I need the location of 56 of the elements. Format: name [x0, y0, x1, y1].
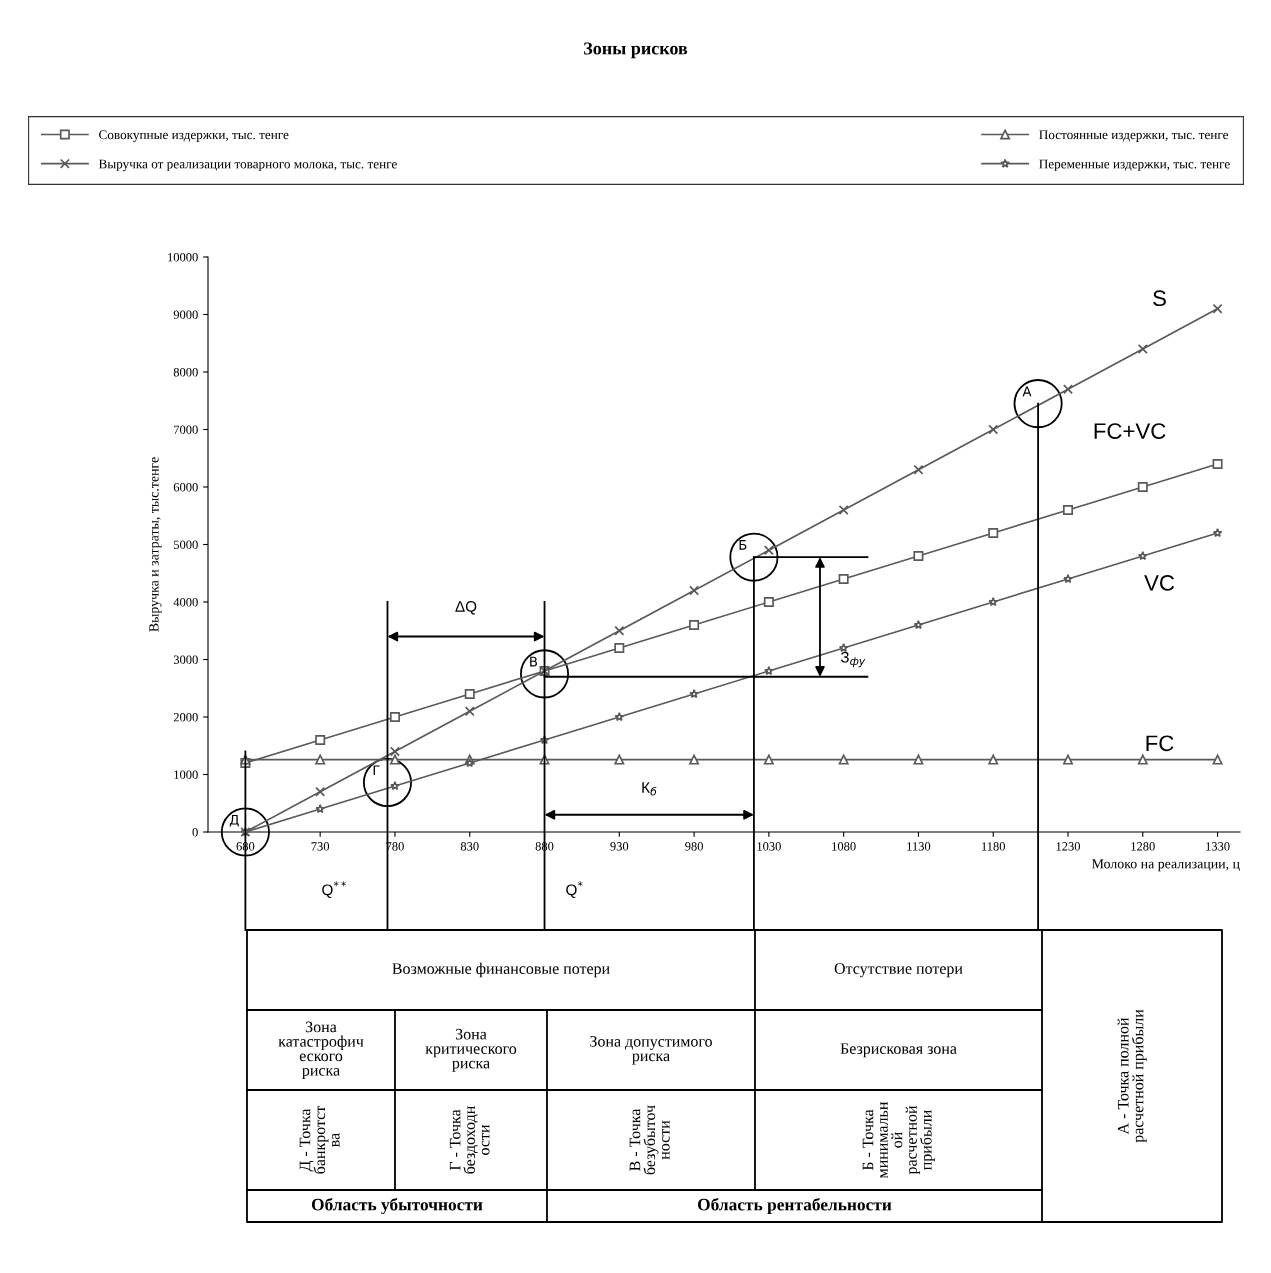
text: Зона критического риска — [425, 1028, 517, 1072]
legend-label: Выручка от реализации товарного молока, тыс. тенге — [98, 159, 397, 172]
y-tick-label: 1000 — [174, 770, 198, 779]
annotation: Г — [373, 765, 380, 776]
annotation: К$_{б}$ — [642, 782, 657, 796]
text: Б - Точка минимальной расчетной прибыли — [862, 1101, 935, 1179]
text: А - Точка полной расчетной прибыли — [1117, 1009, 1147, 1143]
y-tick-label: 7000 — [174, 425, 198, 434]
text: Безрисковая зона — [840, 1043, 957, 1058]
y-tick-label: 5000 — [174, 540, 198, 549]
y-axis-title: Выручка и затраты, тыс.тенге — [149, 457, 162, 632]
y-tick-label: 8000 — [173, 368, 198, 377]
chart-title: Зоны рисков — [584, 42, 688, 59]
x-tick-label: 1180 — [982, 842, 1006, 851]
x-tick-label: 1080 — [832, 842, 856, 851]
annotation: В — [530, 656, 537, 667]
annotation: S — [1153, 290, 1166, 307]
text: Область рентабельности — [697, 1197, 892, 1215]
x-tick-label: 1330 — [1206, 842, 1230, 851]
y-tick-label: 9000 — [173, 310, 198, 319]
annotation: З$_{фу}$ — [840, 651, 866, 668]
x-tick-label: 830 — [460, 842, 479, 851]
x-axis-title: Молоко на реализации, ц — [1091, 859, 1240, 872]
x-tick-label: 1130 — [907, 842, 931, 851]
y-tick-label: 0 — [192, 828, 198, 837]
x-tick-label: 930 — [610, 842, 629, 851]
annotation: FC+VC — [1094, 423, 1166, 439]
annotation: Б — [739, 540, 747, 550]
x-tick-label: 980 — [685, 842, 703, 851]
text: Зона допустимого риска — [590, 1035, 712, 1065]
x-tick-label: 730 — [311, 842, 330, 851]
y-tick-label: 2000 — [173, 713, 198, 722]
legend-label: Переменные издержки, тыс. тенге — [1039, 159, 1230, 172]
text: Q$^{*}$ — [566, 881, 583, 898]
y-tick-label: 4000 — [173, 598, 198, 607]
annotation: FC — [1146, 735, 1174, 752]
text: Д - Точка банкротства — [299, 1105, 340, 1174]
y-tick-label: 6000 — [173, 483, 198, 492]
annotation: ΔQ — [455, 601, 477, 615]
annotation: А — [1022, 386, 1032, 397]
annotation: Д — [229, 814, 239, 827]
x-tick-label: 1230 — [1056, 842, 1081, 851]
text: Г - Точка бездоходности — [449, 1106, 490, 1174]
x-tick-label: 1280 — [1131, 842, 1155, 851]
text: Q$^{**}$ — [322, 881, 346, 898]
text: В - Точка безубыточности — [629, 1105, 670, 1175]
text: Отсутствие потери — [834, 963, 963, 978]
legend-label: Постоянные издержки, тыс. тенге — [1039, 130, 1229, 142]
text: Зона катастрофического риска — [278, 1021, 364, 1079]
text: Область убыточности — [311, 1197, 483, 1215]
text: Возможные финансовые потери — [392, 962, 610, 978]
annotation: VC — [1144, 574, 1175, 591]
legend-label: Совокупные издержки, тыс. тенге — [99, 130, 289, 142]
y-tick-label: 10000 — [168, 253, 198, 262]
x-tick-label: 1030 — [757, 842, 781, 851]
y-tick-label: 3000 — [173, 655, 198, 664]
